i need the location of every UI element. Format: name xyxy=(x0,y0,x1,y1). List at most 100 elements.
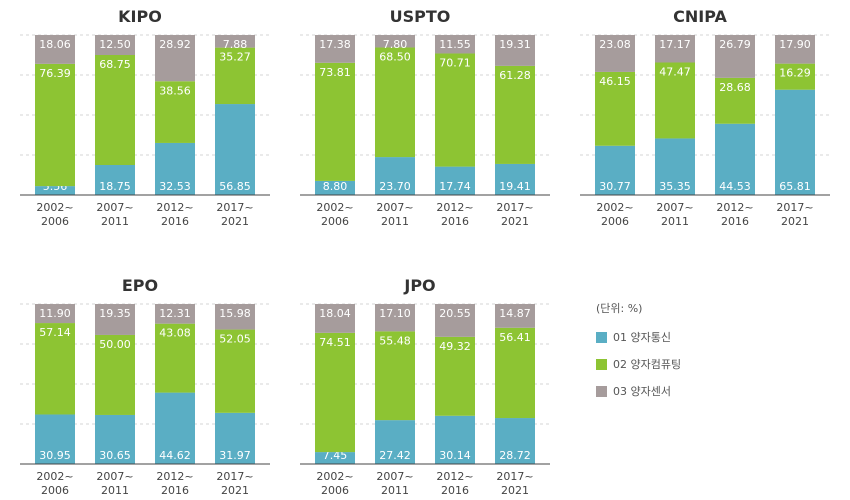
bar-segment xyxy=(775,35,815,64)
bar-segment xyxy=(375,35,415,48)
bar-segment xyxy=(35,414,75,464)
legend-item-quantum-communication: 01 양자통신 xyxy=(596,330,681,344)
data-label: 18.04 xyxy=(319,307,351,320)
x-tick-label: 2012~ xyxy=(436,470,473,483)
bar-segment xyxy=(35,34,75,64)
chart-title: KIPO xyxy=(118,7,162,26)
data-label: 19.41 xyxy=(499,180,531,193)
bar-segment xyxy=(215,35,255,48)
bar-segment xyxy=(315,62,355,181)
bar-segment xyxy=(375,331,415,421)
bar-segment xyxy=(35,186,75,195)
data-label: 17.17 xyxy=(659,38,691,51)
bar-segment xyxy=(435,35,475,54)
bar-segment xyxy=(95,35,135,55)
data-label: 23.70 xyxy=(379,180,411,193)
legend-swatch xyxy=(596,331,607,343)
data-label: 18.06 xyxy=(39,38,71,51)
bar-segment xyxy=(315,180,355,195)
x-tick-label: 2006 xyxy=(41,215,69,228)
x-tick-label: 2016 xyxy=(161,215,189,228)
x-tick-label: 2002~ xyxy=(316,201,353,214)
bar-segment xyxy=(435,336,475,416)
bar-segment xyxy=(155,142,195,195)
data-label: 27.42 xyxy=(379,449,411,462)
data-label: 70.71 xyxy=(439,56,471,69)
bar-segment xyxy=(315,35,355,63)
legend-label: 01 양자통신 xyxy=(613,331,671,344)
bar-segment xyxy=(715,77,755,124)
bar-segment xyxy=(155,81,195,143)
x-tick-label: 2017~ xyxy=(776,201,813,214)
bar-segment xyxy=(495,304,535,328)
x-tick-label: 2007~ xyxy=(376,470,413,483)
x-tick-label: 2002~ xyxy=(316,470,353,483)
data-label: 30.65 xyxy=(99,449,131,462)
x-tick-label: 2002~ xyxy=(596,201,633,214)
bar-segment xyxy=(215,329,255,413)
x-tick-label: 2007~ xyxy=(376,201,413,214)
bar-segment xyxy=(375,157,415,195)
data-label: 38.56 xyxy=(159,84,191,97)
bar-segment xyxy=(775,89,815,195)
data-label: 19.35 xyxy=(99,307,131,320)
data-label: 49.32 xyxy=(439,340,471,353)
bar-segment xyxy=(435,303,475,337)
x-tick-label: 2021 xyxy=(501,215,529,228)
data-label: 73.81 xyxy=(319,66,351,79)
bar-segment xyxy=(655,138,695,195)
bar-segment xyxy=(215,47,255,105)
data-label: 35.27 xyxy=(219,51,251,64)
data-label: 19.31 xyxy=(499,38,531,51)
x-tick-label: 2016 xyxy=(161,484,189,497)
data-label: 17.10 xyxy=(379,307,411,320)
bar-segment xyxy=(775,63,815,90)
data-label: 30.14 xyxy=(439,449,471,462)
bar-segment xyxy=(95,304,135,335)
data-label: 17.38 xyxy=(319,38,351,51)
data-label: 57.14 xyxy=(39,326,71,339)
data-label: 65.81 xyxy=(779,180,811,193)
x-tick-label: 2021 xyxy=(501,484,529,497)
bar-segment xyxy=(715,123,755,195)
data-label: 18.75 xyxy=(99,180,131,193)
bar-segment xyxy=(495,35,535,66)
bar-segment xyxy=(315,332,355,453)
data-label: 17.90 xyxy=(779,38,811,51)
data-label: 28.68 xyxy=(719,81,751,94)
x-tick-label: 2007~ xyxy=(96,470,133,483)
x-tick-label: 2017~ xyxy=(496,470,533,483)
bar-segment xyxy=(215,412,255,464)
bar-segment xyxy=(95,55,135,165)
data-label: 23.08 xyxy=(599,38,631,51)
data-label: 46.15 xyxy=(599,75,631,88)
x-tick-label: 2016 xyxy=(721,215,749,228)
data-label: 15.98 xyxy=(219,307,251,320)
x-tick-label: 2017~ xyxy=(216,201,253,214)
x-tick-label: 2017~ xyxy=(496,201,533,214)
x-tick-label: 2021 xyxy=(221,484,249,497)
bar-segment xyxy=(435,53,475,167)
data-label: 17.74 xyxy=(439,180,471,193)
legend-item-quantum-sensor: 03 양자센서 xyxy=(596,384,681,398)
data-label: 44.53 xyxy=(719,180,751,193)
data-label: 12.50 xyxy=(99,38,131,51)
x-tick-label: 2002~ xyxy=(36,201,73,214)
bar-segment xyxy=(495,65,535,164)
data-label: 26.79 xyxy=(719,38,751,51)
data-label: 50.00 xyxy=(99,338,131,351)
x-tick-label: 2016 xyxy=(441,484,469,497)
legend-label: 03 양자센서 xyxy=(613,385,671,398)
bar-segment xyxy=(495,327,535,419)
data-label: 61.28 xyxy=(499,69,531,82)
data-label: 7.88 xyxy=(223,38,248,51)
legend-unit: (단위: %) xyxy=(596,302,643,315)
data-label: 32.53 xyxy=(159,180,191,193)
bar-segment xyxy=(155,323,195,393)
data-label: 68.75 xyxy=(99,58,131,71)
chart-title: CNIPA xyxy=(673,7,727,26)
legend-label: 02 양자컴퓨팅 xyxy=(613,358,682,371)
bar-segment xyxy=(215,104,255,195)
x-tick-label: 2016 xyxy=(441,215,469,228)
bar-segment xyxy=(155,34,195,82)
